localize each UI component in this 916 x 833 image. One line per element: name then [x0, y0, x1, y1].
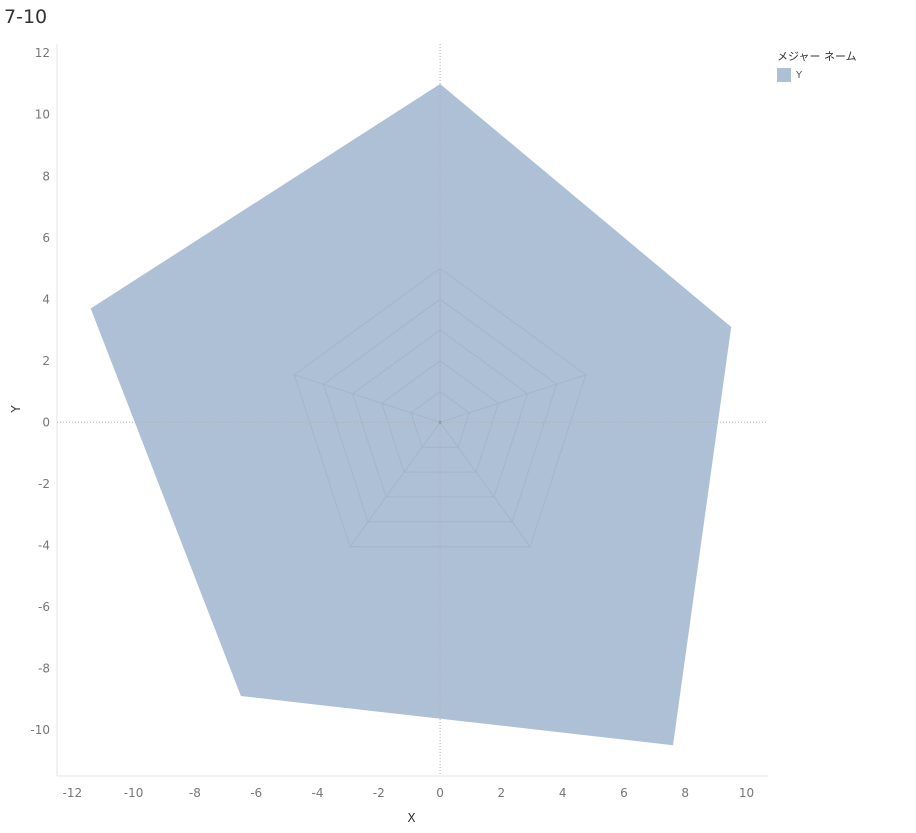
area-layer [90, 83, 732, 746]
y-tick-label: -8 [38, 661, 50, 675]
y-axis-ticks: 12 10 8 6 4 2 0 -2 -4 -6 -8 -10 [30, 46, 50, 737]
web-ring-1 [410, 390, 470, 448]
y-tick-label: -4 [38, 538, 50, 552]
x-tick-label: -8 [189, 786, 201, 800]
y-tick-label: -10 [30, 723, 50, 737]
series-area-0 [90, 84, 732, 746]
web-layer [293, 267, 587, 548]
y-tick-label: 4 [42, 292, 50, 306]
y-tick-label: 10 [35, 108, 50, 122]
web-ring-5 [293, 267, 587, 548]
x-axis-ticks: -12 -10 -8 -6 -4 -2 0 2 4 6 8 10 [63, 786, 755, 800]
legend-swatch [777, 68, 791, 82]
legend-item[interactable]: Y [777, 68, 857, 82]
web-spoke-4 [349, 422, 441, 548]
y-axis-title: Y [9, 405, 23, 414]
web-spoke-5 [294, 374, 441, 423]
plot-frame [56, 44, 768, 777]
x-tick-label: 0 [436, 786, 444, 800]
y-tick-label: 2 [42, 354, 50, 368]
web-ring-3 [352, 329, 529, 498]
y-tick-label: -2 [38, 477, 50, 491]
web-spoke-2 [439, 374, 586, 423]
y-tick-label: 8 [42, 169, 50, 183]
x-tick-label: -6 [250, 786, 262, 800]
x-tick-label: -12 [63, 786, 83, 800]
y-tick-label: 6 [42, 231, 50, 245]
x-tick-label: 6 [620, 786, 628, 800]
x-axis-title: X [407, 811, 415, 825]
chart-title: 7-10 [4, 6, 48, 28]
legend-title: メジャー ネーム [777, 50, 857, 63]
x-tick-label: 4 [559, 786, 567, 800]
web-spoke-3 [439, 422, 531, 548]
y-tick-label: 12 [35, 46, 50, 60]
x-tick-label: 10 [739, 786, 754, 800]
x-tick-label: 2 [498, 786, 506, 800]
x-tick-label: -10 [124, 786, 144, 800]
y-tick-label: 0 [42, 415, 50, 429]
x-tick-label: -2 [373, 786, 385, 800]
legend: メジャー ネーム Y [777, 48, 857, 82]
web-ring-2 [381, 360, 499, 473]
x-tick-label: 8 [681, 786, 689, 800]
zero-lines [57, 44, 768, 776]
y-tick-label: -6 [38, 600, 50, 614]
legend-label: Y [796, 69, 803, 81]
x-tick-label: -4 [312, 786, 324, 800]
